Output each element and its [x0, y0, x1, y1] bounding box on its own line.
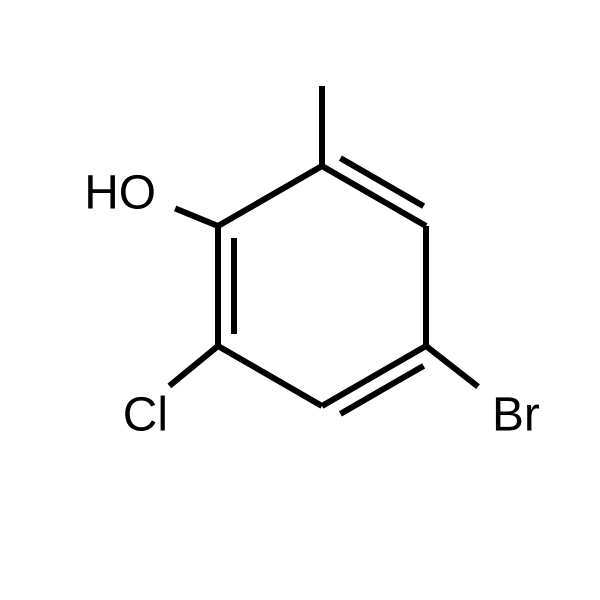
bond — [218, 166, 322, 226]
atom-label-cl: Cl — [123, 389, 168, 442]
molecule-diagram: HO Cl Br — [0, 0, 600, 600]
bond — [175, 208, 218, 226]
bond — [218, 346, 322, 406]
atom-label-br: Br — [492, 389, 540, 442]
bond — [426, 346, 478, 387]
atom-label-oh: HO — [84, 167, 156, 220]
bond — [169, 346, 218, 386]
